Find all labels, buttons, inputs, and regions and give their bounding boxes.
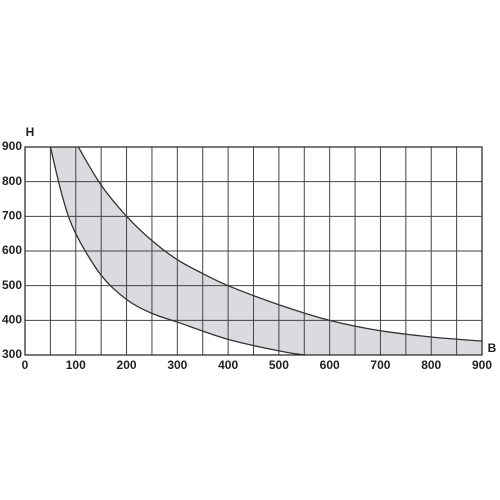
x-tick-label: 700 [370, 358, 390, 372]
x-tick-label: 300 [167, 358, 187, 372]
y-tick-label: 400 [2, 313, 22, 327]
x-tick-label: 800 [421, 358, 441, 372]
y-tick-label: 800 [2, 174, 22, 188]
y-tick-label: 500 [2, 278, 22, 292]
x-tick-label: 600 [320, 358, 340, 372]
y-tick-label: 700 [2, 209, 22, 223]
x-tick-label: 900 [472, 358, 492, 372]
x-tick-label: 500 [269, 358, 289, 372]
x-tick-label: 100 [66, 358, 86, 372]
x-tick-label: 0 [22, 358, 29, 372]
y-tick-label: 300 [2, 347, 22, 361]
x-tick-label: 200 [117, 358, 137, 372]
curve [49, 147, 305, 355]
y-axis-label: H [26, 125, 35, 139]
x-axis-label: B [488, 341, 497, 355]
band-area [50, 147, 482, 355]
y-tick-label: 600 [2, 243, 22, 257]
y-tick-label: 900 [2, 139, 22, 153]
curve [77, 147, 482, 342]
x-tick-label: 400 [218, 358, 238, 372]
plot-frame [24, 146, 483, 356]
